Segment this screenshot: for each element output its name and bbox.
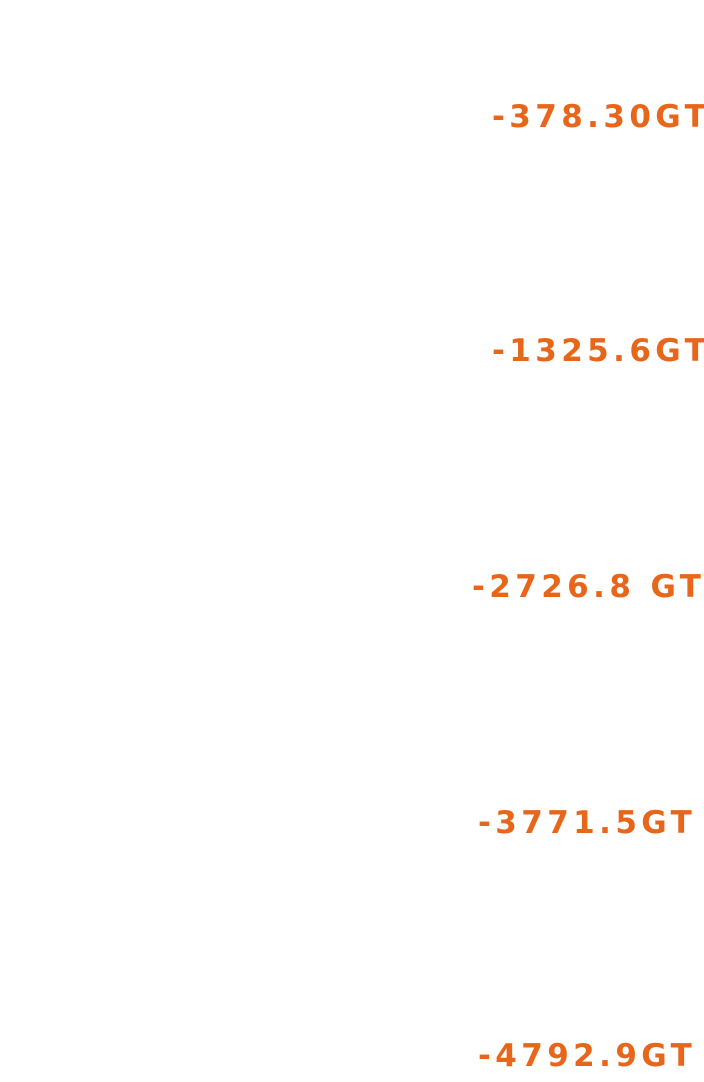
- value-label-1: -378.30GT: [492, 99, 704, 135]
- value-label-2: -1325.6GT: [492, 333, 704, 369]
- value-label-4: -3771.5GT: [478, 805, 697, 841]
- value-label-5: -4792.9GT: [478, 1038, 697, 1074]
- value-label-3: -2726.8 GT: [472, 569, 704, 605]
